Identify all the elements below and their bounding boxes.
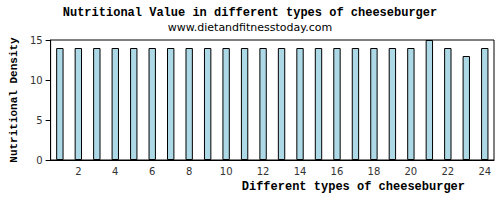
svg-text:22: 22 — [441, 166, 454, 177]
svg-text:Different types of cheeseburge: Different types of cheeseburger — [242, 180, 465, 194]
svg-text:0: 0 — [36, 155, 42, 166]
svg-text:10: 10 — [220, 166, 233, 177]
svg-text:Nutritional Value in different: Nutritional Value in different types of … — [63, 6, 437, 20]
svg-text:14: 14 — [294, 166, 307, 177]
svg-text:2: 2 — [75, 166, 81, 177]
svg-text:18: 18 — [368, 166, 381, 177]
svg-text:10: 10 — [30, 75, 43, 86]
svg-text:4: 4 — [112, 166, 118, 177]
svg-text:6: 6 — [149, 166, 155, 177]
svg-text:16: 16 — [331, 166, 344, 177]
svg-text:8: 8 — [186, 166, 192, 177]
svg-text:12: 12 — [257, 166, 270, 177]
svg-text:5: 5 — [36, 115, 42, 126]
svg-text:www.dietandfitnesstoday.com: www.dietandfitnesstoday.com — [168, 21, 332, 34]
svg-text:Nutritional Density: Nutritional Density — [8, 37, 20, 163]
svg-text:24: 24 — [478, 166, 491, 177]
svg-text:15: 15 — [30, 35, 43, 46]
svg-text:20: 20 — [404, 166, 417, 177]
